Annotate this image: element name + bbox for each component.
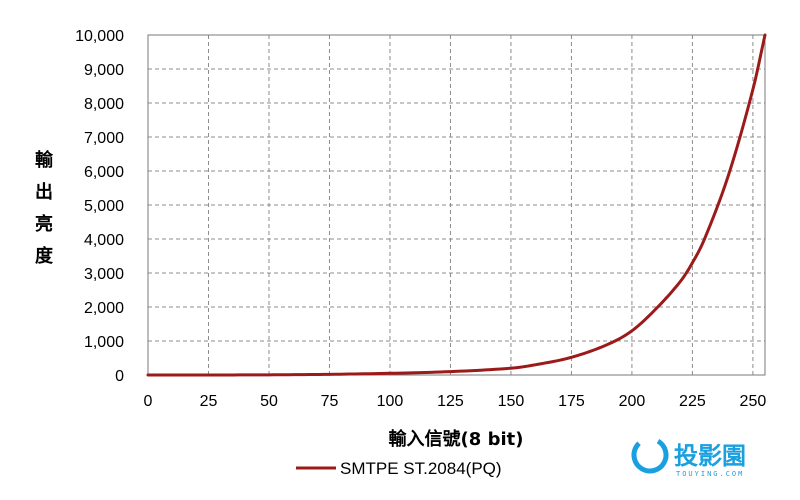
x-tick-label: 225	[679, 393, 706, 410]
plot-area	[147, 34, 766, 376]
x-tick-label: 25	[200, 393, 218, 410]
x-tick-label: 125	[437, 393, 464, 410]
series-layer	[146, 33, 767, 377]
watermark-ring-icon	[631, 436, 669, 474]
watermark-subtext: TOUYING.COM	[676, 470, 744, 478]
y-tick-label: 4,000	[84, 232, 124, 249]
grid-lines	[148, 35, 765, 375]
y-tick-label: 5,000	[84, 198, 124, 215]
y-tick-label: 9,000	[84, 62, 124, 79]
x-tick-label: 0	[144, 393, 153, 410]
x-tick-label: 250	[740, 393, 767, 410]
y-axis-title: 輸出亮度	[35, 149, 54, 267]
y-tick-label: 1,000	[84, 334, 124, 351]
legend: SMTPE ST.2084(PQ)	[296, 459, 502, 478]
x-axis-ticks: 0 25 50 75 100 125 150 175 200 225 250	[144, 393, 767, 410]
series-line-pq	[146, 33, 767, 377]
y-tick-label: 0	[115, 368, 124, 385]
x-tick-label: 150	[498, 393, 525, 410]
y-tick-label: 3,000	[84, 266, 124, 283]
y-tick-label: 7,000	[84, 130, 124, 147]
x-tick-label: 100	[377, 393, 404, 410]
x-tick-label: 175	[558, 393, 585, 410]
y-axis-ticks: 0 1,000 2,000 3,000 4,000 5,000 6,000 7,000 8,00…	[75, 28, 124, 385]
legend-label: SMTPE ST.2084(PQ)	[340, 459, 502, 478]
x-tick-label: 50	[260, 393, 278, 410]
x-tick-label: 200	[619, 393, 646, 410]
y-tick-label: 8,000	[84, 96, 124, 113]
y-tick-label: 10,000	[75, 28, 124, 45]
x-axis-title: 輸入信號(8 bit)	[389, 428, 524, 450]
y-tick-label: 6,000	[84, 164, 124, 181]
y-tick-label: 2,000	[84, 300, 124, 317]
x-tick-label: 75	[321, 393, 339, 410]
watermark-logo: 投影園 TOUYING.COM	[631, 436, 746, 478]
watermark-text: 投影園	[674, 442, 746, 470]
